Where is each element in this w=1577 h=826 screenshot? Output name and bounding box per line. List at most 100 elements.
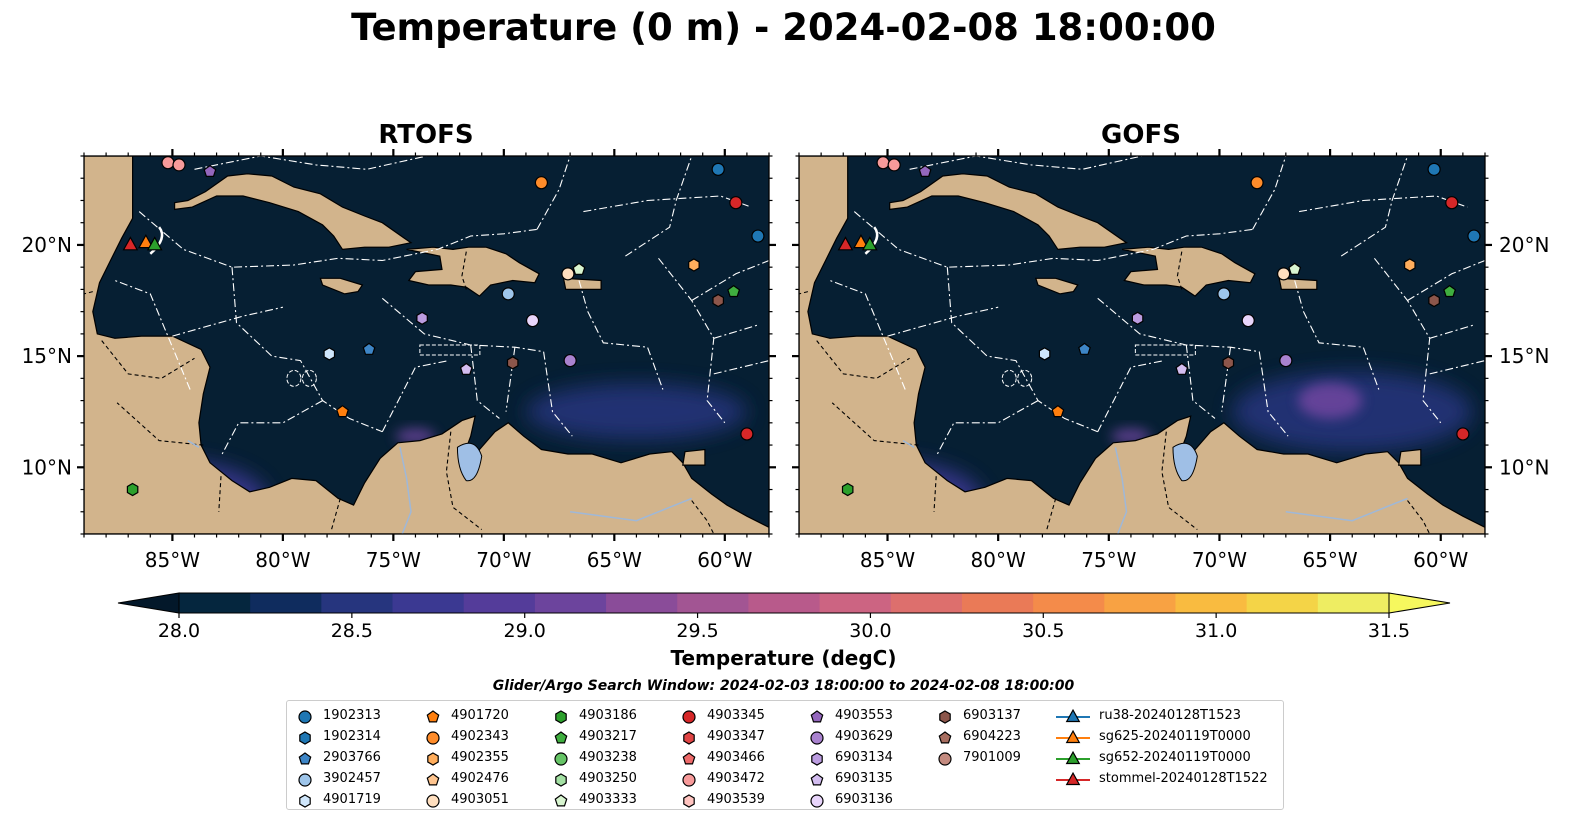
lat-tick-label: 10°N (1499, 455, 1549, 479)
lon-tick-label: 85°W (860, 548, 915, 572)
legend-item: 4903345 (679, 705, 765, 726)
eez-boundaries (829, 156, 1485, 457)
colorbar-bin (1175, 593, 1248, 613)
legend-marker-hexagon (683, 793, 695, 808)
argo-float-4903629 (563, 353, 577, 368)
legend-marker (810, 793, 824, 808)
argo-float-4902343 (1250, 176, 1264, 190)
lon-tick-label: 75°W (366, 548, 421, 572)
legend-label: 4903629 (835, 729, 893, 744)
colorbar: 28.0 28.5 29.0 29.5 30.0 30.5 31.0 31.5 (117, 592, 1451, 642)
argo-float-4903472 (876, 156, 890, 170)
legend-marker (555, 772, 567, 787)
map-rtofs: 85°W 80°W 75°W 70°W 65°W 60°W 10°N 15°N 20°N (22, 149, 776, 572)
colorbar-bin (179, 593, 251, 613)
legend-label: 6904223 (963, 729, 1021, 744)
legend-marker (426, 709, 440, 722)
glider-stommel (837, 236, 854, 251)
legend-marker (1056, 729, 1090, 743)
legend-label: 4903250 (579, 771, 637, 786)
colorbar-bin (890, 593, 963, 613)
legend-marker (298, 751, 312, 764)
legend-item: 6903134 (807, 747, 893, 768)
colorbar-tick-label: 29.5 (676, 620, 718, 642)
legend-item: 4903553 (807, 705, 893, 726)
argo-float-4901720 (1051, 404, 1065, 418)
colorbar-tick-label: 31.5 (1368, 620, 1410, 642)
legend-marker-triangle (1065, 750, 1081, 764)
lon-tick-label: 85°W (145, 548, 200, 572)
legend-item: ru38-20240128T1523 (1055, 705, 1241, 726)
legend-marker (683, 730, 695, 745)
colorbar-bin (961, 593, 1034, 613)
argo-float-1902313 (751, 229, 765, 243)
legend-marker (810, 772, 824, 785)
legend-label: 1902313 (323, 708, 381, 723)
legend-marker (426, 772, 440, 785)
glider-sg625 (853, 234, 869, 249)
panel-title-gofs: GOFS (1101, 120, 1181, 150)
colorbar-bin (1104, 593, 1176, 613)
legend-marker (810, 709, 824, 722)
legend-item: 4903466 (679, 747, 765, 768)
lat-tick-label: 20°N (22, 233, 72, 257)
lon-tick-label: 65°W (587, 548, 642, 572)
legend-item: 6903136 (807, 789, 893, 810)
legend-marker (1056, 750, 1090, 764)
argo-float-4903217 (1443, 284, 1457, 298)
argo-float-6903134 (416, 311, 428, 325)
legend-marker-hexagon (939, 709, 951, 724)
legend-label: sg625-20240119T0000 (1099, 729, 1251, 744)
argo-float-4902343 (534, 176, 549, 190)
legend-marker-pentagon (554, 730, 568, 743)
argo-float-4903333 (1288, 262, 1302, 275)
legend-marker (683, 793, 695, 808)
argo-float-1902313 (1427, 162, 1441, 176)
argo-float-4903333 (572, 262, 586, 275)
argo-float-2903766 (362, 342, 376, 355)
legend-marker (682, 751, 696, 764)
legend-marker-pentagon (426, 772, 440, 785)
legend-marker (682, 709, 696, 724)
colorbar-extend-low (117, 592, 180, 614)
legend-item: 4902343 (423, 726, 509, 747)
legend-marker (426, 730, 440, 745)
legend-marker-triangle (1065, 771, 1081, 785)
colorbar-bin (1033, 593, 1105, 613)
legend-marker-circle (682, 709, 696, 724)
legend-item: 4903250 (551, 768, 637, 789)
legend-item: 4903238 (551, 747, 637, 768)
legend-marker (810, 730, 824, 745)
legend-marker (555, 709, 567, 724)
legend-marker (554, 793, 568, 806)
argo-float-4903217 (727, 284, 741, 298)
legend-marker-circle (426, 793, 440, 808)
legend-marker (298, 772, 312, 787)
colorbar-bin (534, 593, 607, 613)
glider-markers (122, 226, 164, 255)
lon-tick-label: 80°W (255, 548, 310, 572)
legend-marker (554, 730, 568, 743)
legend-marker (299, 793, 311, 808)
legend-label: 4902355 (451, 750, 509, 765)
legend-label: ru38-20240128T1523 (1099, 708, 1242, 723)
argo-float-4903051 (1277, 267, 1291, 281)
legend-label: 6903135 (835, 771, 893, 786)
legend-item: 6904223 (935, 726, 1021, 747)
legend-item: sg652-20240119T0000 (1055, 747, 1251, 768)
argo-float-4902355 (1403, 258, 1416, 272)
argo-float-1902313 (711, 162, 725, 176)
legend-label: sg652-20240119T0000 (1099, 750, 1251, 765)
legend-marker-triangle (1065, 708, 1081, 722)
argo-float-4903553 (203, 164, 217, 177)
legend-marker (682, 772, 696, 787)
colorbar-tick-label: 28.0 (158, 620, 200, 642)
argo-float-4903345 (740, 427, 754, 441)
colorbar-bin (677, 593, 749, 613)
lon-tick-label: 75°W (1081, 548, 1136, 572)
legend-marker (298, 709, 312, 724)
land-masses (799, 156, 1485, 534)
colorbar-bin (1246, 593, 1319, 613)
legend-marker-circle (426, 730, 440, 745)
argo-float-4903472 (172, 158, 186, 172)
